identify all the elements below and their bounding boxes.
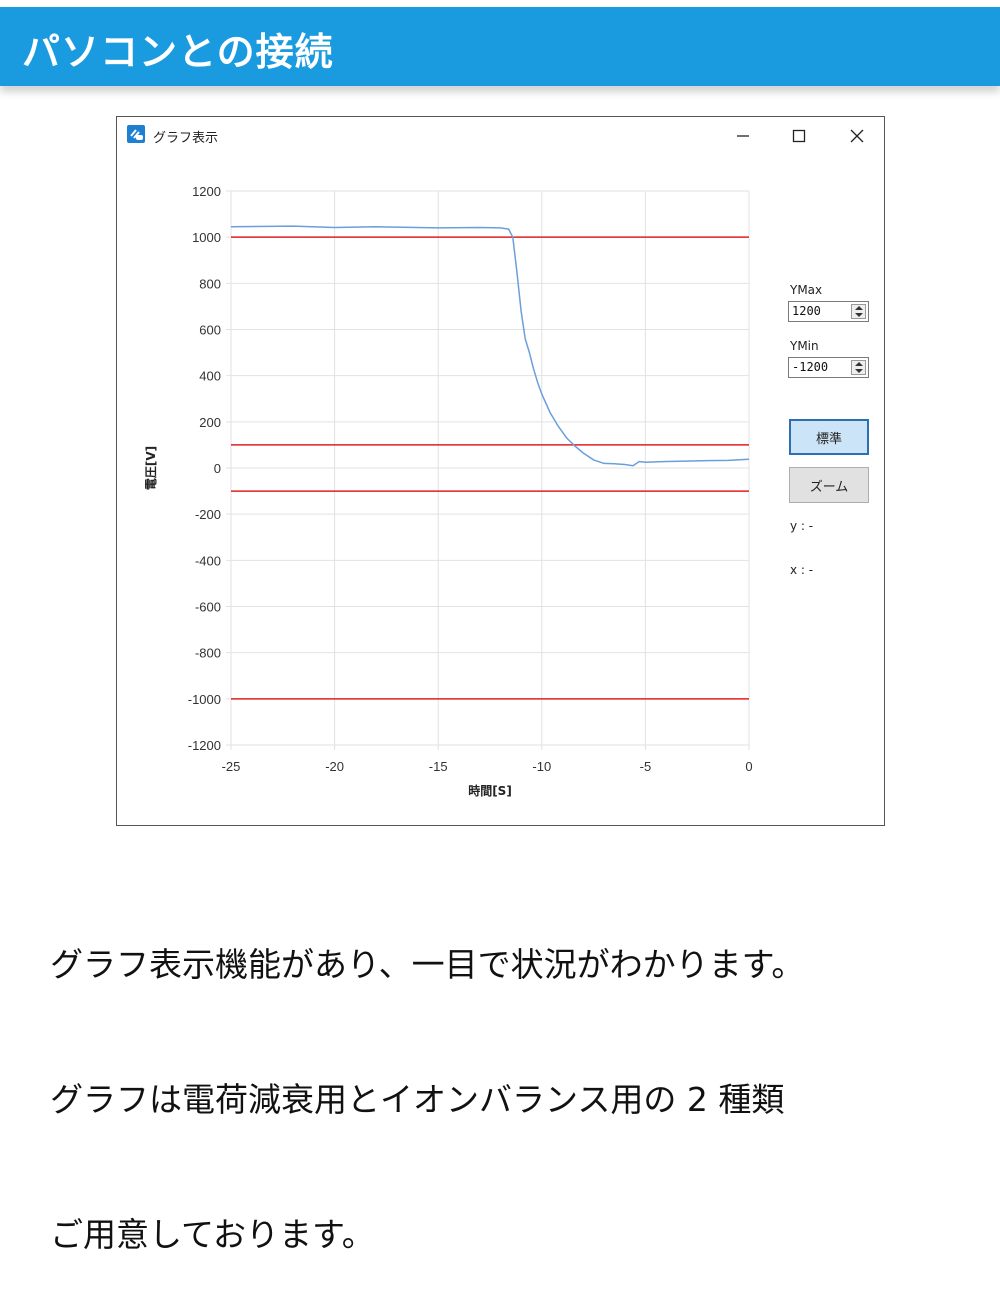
caption-text: グラフ表示機能があり、一目で状況がわかります。 グラフは電荷減衰用とイオンバラン… xyxy=(50,852,804,1302)
standard-button[interactable]: 標準 xyxy=(789,419,869,455)
y-tick-label: 400 xyxy=(199,369,221,384)
x-tick-label: -25 xyxy=(222,759,241,774)
y-tick-label: 800 xyxy=(199,276,221,291)
ymin-spin-arrows[interactable] xyxy=(851,360,866,375)
y-tick-label: 1000 xyxy=(192,230,221,245)
minimize-button[interactable] xyxy=(723,123,763,149)
y-tick-label: -200 xyxy=(195,507,221,522)
spin-down-icon[interactable] xyxy=(855,369,863,373)
x-tick-label: -20 xyxy=(325,759,344,774)
caption-line-2: グラフは電荷減衰用とイオンバランス用の 2 種類 xyxy=(50,1080,785,1119)
minimize-icon xyxy=(737,135,749,137)
y-tick-label: 200 xyxy=(199,415,221,430)
x-tick-label: -5 xyxy=(640,759,652,774)
y-tick-label: -1200 xyxy=(188,738,221,753)
y-tick-label: 600 xyxy=(199,323,221,338)
header-banner: パソコンとの接続 xyxy=(0,7,1000,86)
x-tick-label: 0 xyxy=(745,759,752,774)
caption-line-1: グラフ表示機能があり、一目で状況がわかります。 xyxy=(50,945,805,984)
y-tick-label: -800 xyxy=(195,646,221,661)
y-readout: y : - xyxy=(790,519,814,533)
maximize-icon xyxy=(792,129,806,143)
spin-down-icon[interactable] xyxy=(855,313,863,317)
close-icon xyxy=(850,129,864,143)
ymax-spin-arrows[interactable] xyxy=(851,304,866,319)
title-bar[interactable]: グラフ表示 xyxy=(117,117,884,155)
y-tick-label: -400 xyxy=(195,553,221,568)
voltage-chart[interactable]: 120010008006004002000-200-400-600-800-10… xyxy=(117,117,886,827)
caption-line-3: ご用意しております。 xyxy=(50,1215,375,1254)
x-readout: x : - xyxy=(790,563,814,577)
app-link-icon xyxy=(127,125,145,143)
ymax-stepper[interactable]: 1200 xyxy=(788,301,869,322)
y-tick-label: 0 xyxy=(214,461,221,476)
spin-up-icon[interactable] xyxy=(855,306,863,310)
window-title: グラフ表示 xyxy=(153,131,219,146)
x-tick-label: -10 xyxy=(532,759,551,774)
y-tick-label: -600 xyxy=(195,600,221,615)
y-tick-label: 1200 xyxy=(192,184,221,199)
y-tick-label: -1000 xyxy=(188,692,221,707)
ymax-label: YMax xyxy=(790,283,823,297)
ymin-value[interactable]: -1200 xyxy=(792,360,829,374)
ymax-value[interactable]: 1200 xyxy=(792,304,821,318)
x-axis-label: 時間[S] xyxy=(468,783,512,798)
ymin-stepper[interactable]: -1200 xyxy=(788,357,869,378)
maximize-button[interactable] xyxy=(779,123,819,149)
y-axis-label: 電圧[V] xyxy=(144,446,158,490)
close-button[interactable] xyxy=(837,123,877,149)
spin-up-icon[interactable] xyxy=(855,362,863,366)
banner-title: パソコンとの接続 xyxy=(22,30,334,74)
zoom-button[interactable]: ズーム xyxy=(789,467,869,503)
ymin-label: YMin xyxy=(790,339,819,353)
voltage-series-line xyxy=(230,225,750,467)
x-tick-label: -15 xyxy=(429,759,448,774)
graph-window: グラフ表示 1200 1000 800 600 400 200 0 -200 -400 -600-… xyxy=(116,116,885,826)
